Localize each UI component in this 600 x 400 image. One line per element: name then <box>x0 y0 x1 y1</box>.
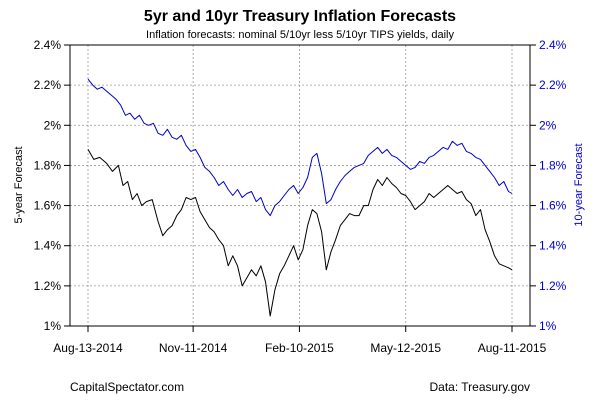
x-tick-label: Aug-11-2015 <box>478 341 547 355</box>
y-tick-label-right: 1.2% <box>539 279 567 293</box>
y-axis-right-title: 10-year Forecast <box>573 143 585 226</box>
y-tick-label-left: 1% <box>44 319 62 333</box>
y-tick-label-left: 1.2% <box>34 279 62 293</box>
y-tick-label-right: 2.2% <box>539 78 567 92</box>
y-tick-label-left: 2% <box>44 118 62 132</box>
chart-subtitle: Inflation forecasts: nominal 5/10yr less… <box>146 29 454 41</box>
x-tick-label: May-12-2015 <box>370 341 441 355</box>
footer-source-right: Data: Treasury.gov <box>430 380 531 394</box>
y-axis-left-title: 5-year Forecast <box>13 146 25 223</box>
y-tick-label-right: 2.4% <box>539 38 567 52</box>
series-line-5yr <box>87 149 513 317</box>
y-tick-label-right: 1.6% <box>539 199 567 213</box>
y-tick-label-left: 1.8% <box>34 158 62 172</box>
plot-frame <box>69 44 531 327</box>
series-layer <box>87 78 513 317</box>
grid-lines <box>70 44 530 327</box>
y-tick-label-right: 1% <box>539 319 557 333</box>
y-tick-label-right: 2% <box>539 118 557 132</box>
x-tick-label: Feb-10-2015 <box>265 341 334 355</box>
y-tick-label-left: 2.4% <box>34 38 62 52</box>
series-line-10yr <box>87 78 513 217</box>
y-tick-label-left: 1.4% <box>34 239 62 253</box>
x-tick-label: Aug-13-2014 <box>53 341 123 355</box>
y-tick-label-left: 1.6% <box>34 199 62 213</box>
y-tick-label-right: 1.4% <box>539 239 567 253</box>
x-tick-label: Nov-11-2014 <box>159 341 228 355</box>
y-tick-label-right: 1.8% <box>539 158 567 172</box>
footer-source-left: CapitalSpectator.com <box>70 380 184 394</box>
y-tick-label-left: 2.2% <box>34 78 62 92</box>
axes: 1% 1% 1.2% 1.2% 1.4% 1.4% 1.6% 1.6% 1.8% 1.8% 2% 2%… <box>34 38 567 355</box>
chart-title: 5yr and 10yr Treasury Inflation Forecast… <box>144 8 456 25</box>
